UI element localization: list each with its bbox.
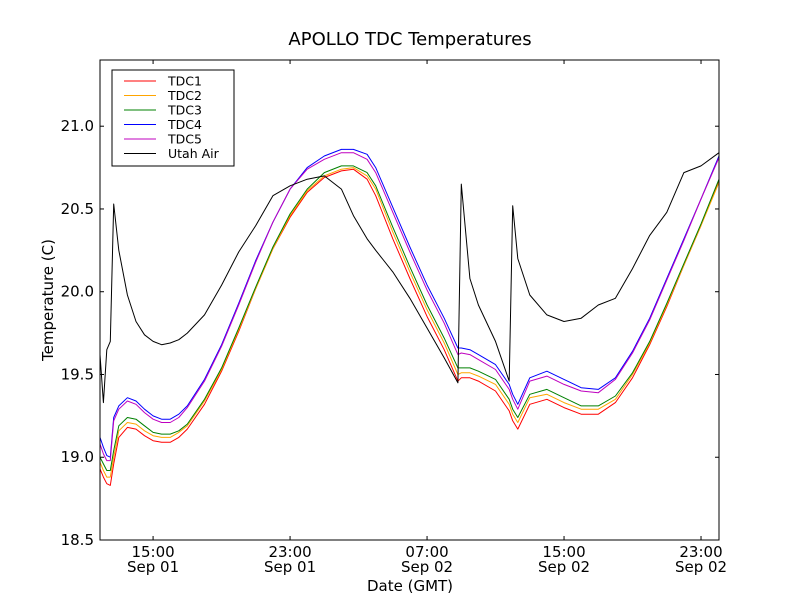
legend-box bbox=[111, 69, 235, 167]
x-tick-label-date: Sep 02 bbox=[401, 558, 453, 576]
x-tick-label-date: Sep 02 bbox=[675, 558, 727, 576]
legend-label: TDC5 bbox=[167, 132, 202, 147]
y-tick-label: 21.0 bbox=[61, 117, 94, 135]
x-axis-label: Date (GMT) bbox=[367, 577, 453, 595]
legend-label: Utah Air bbox=[168, 146, 220, 161]
legend-label: TDC1 bbox=[167, 74, 202, 89]
series-line-tdc1 bbox=[99, 168, 720, 486]
series-line-tdc3 bbox=[99, 165, 720, 471]
y-tick-label: 19.5 bbox=[61, 365, 94, 383]
x-tick-label-time: 07:00 bbox=[405, 543, 448, 561]
legend-label: TDC4 bbox=[167, 117, 202, 132]
legend-label: TDC2 bbox=[167, 88, 202, 103]
x-tick-label-time: 15:00 bbox=[542, 543, 585, 561]
y-tick-label: 18.5 bbox=[61, 531, 94, 549]
y-axis-label: Temperature (C) bbox=[39, 239, 57, 362]
y-tick-label: 20.0 bbox=[61, 283, 94, 301]
series-line-tdc5 bbox=[99, 152, 720, 462]
series-line-utah-air bbox=[99, 152, 720, 404]
chart-title: APOLLO TDC Temperatures bbox=[288, 29, 531, 50]
series-line-tdc4 bbox=[99, 148, 720, 458]
y-axis: 18.5 19.0 19.5 20.0 20.5 21.0 bbox=[61, 117, 719, 549]
plot-frame bbox=[99, 59, 720, 541]
x-tick-label-date: Sep 02 bbox=[538, 558, 590, 576]
x-tick-label-time: 15:00 bbox=[131, 543, 174, 561]
x-tick-label-time: 23:00 bbox=[679, 543, 722, 561]
legend-label: TDC3 bbox=[167, 103, 202, 118]
x-tick-label-time: 23:00 bbox=[268, 543, 311, 561]
series-line-tdc2 bbox=[99, 167, 720, 478]
y-tick-label: 19.0 bbox=[61, 448, 94, 466]
series-layer bbox=[99, 148, 720, 486]
y-tick-label: 20.5 bbox=[61, 200, 94, 218]
x-tick-label-date: Sep 01 bbox=[264, 558, 316, 576]
x-tick-label-date: Sep 01 bbox=[127, 558, 179, 576]
